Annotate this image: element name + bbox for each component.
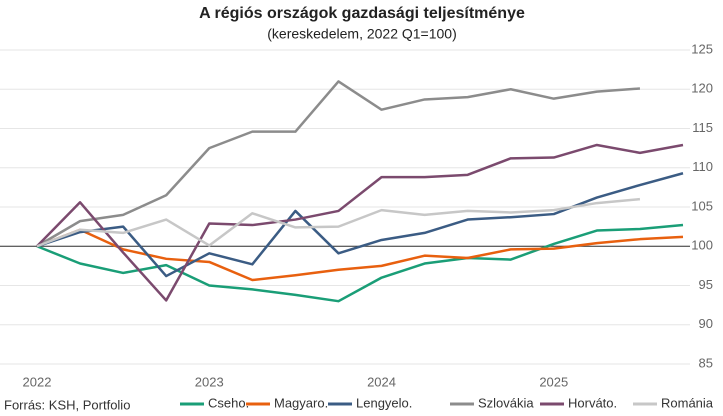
legend-label: Horváto. [568,395,617,410]
x-tick-label: 2024 [367,374,396,389]
y-tick-label: 85 [699,355,713,370]
y-tick-label: 105 [691,198,713,213]
y-tick-label: 95 [699,277,713,292]
legend-label: Lengyelo. [356,395,412,410]
x-tick-label: 2022 [23,374,52,389]
y-tick-label: 125 [691,41,713,56]
series-line [36,197,641,248]
series-line [36,223,684,303]
series-line [36,228,684,282]
source: Forrás: KSH, Portfolio [4,397,130,412]
y-tick-label: 90 [699,316,713,331]
y-tick-label: 120 [691,81,713,96]
y-tick-label: 115 [692,120,713,135]
chart-title: A régiós országok gazdasági teljesítmény… [199,5,525,22]
legend-label: Cseho. [208,395,249,410]
series-line [36,172,684,278]
series-line [36,80,641,248]
y-tick-label: 110 [692,159,713,174]
x-tick-label: 2025 [539,374,568,389]
legend-label: Románia [661,395,714,410]
legend-label: Szlovákia [478,395,534,410]
series-line [36,143,684,302]
x-tick-label: 2023 [195,374,224,389]
chart-subtitle: (kereskedelem, 2022 Q1=100) [267,26,457,42]
legend-label: Magyaro. [274,395,328,410]
y-tick-label: 100 [691,238,713,253]
